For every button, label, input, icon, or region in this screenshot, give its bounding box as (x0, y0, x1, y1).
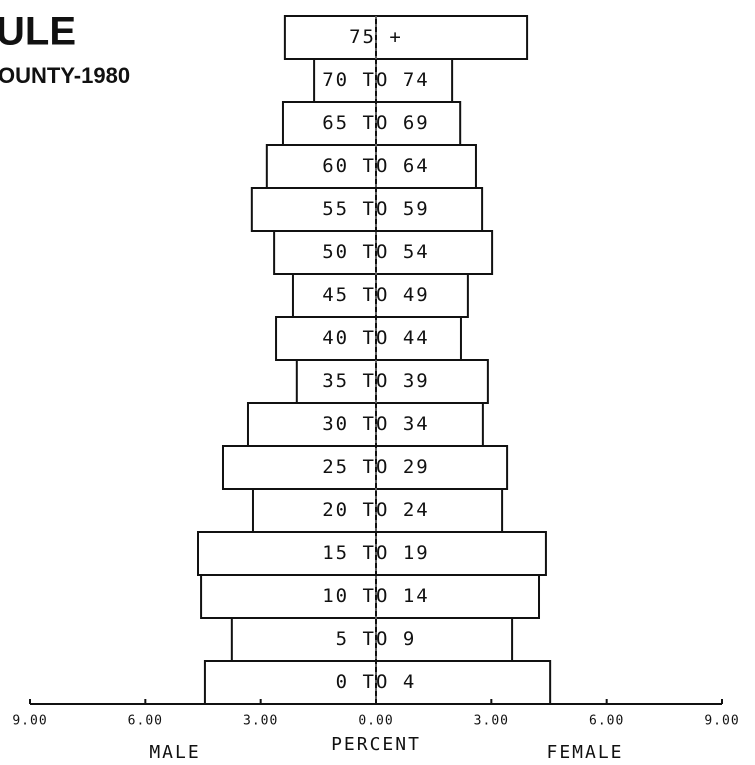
male-bar (246, 402, 377, 447)
x-tick-label: 9.00 (704, 714, 739, 729)
male-bar (265, 144, 377, 189)
female-label: FEMALE (546, 742, 623, 763)
female-bar (375, 574, 541, 619)
chart-subtitle: OUNTY-1980 (0, 63, 130, 88)
female-bar (375, 15, 529, 60)
category-label: 35 TO 39 (322, 370, 430, 392)
category-label: 65 TO 69 (322, 112, 430, 134)
category-label: 0 TO 4 (336, 671, 417, 693)
category-label: 20 TO 24 (322, 499, 430, 521)
male-bar (200, 574, 377, 619)
category-label: 45 TO 49 (322, 284, 430, 306)
male-bar (251, 488, 378, 533)
category-label: 5 TO 9 (336, 628, 417, 650)
x-tick-label: 6.00 (128, 714, 163, 729)
male-label: MALE (149, 742, 200, 763)
x-tick-label: 0.00 (358, 714, 393, 729)
male-bar (250, 187, 377, 232)
category-label: 60 TO 64 (322, 155, 430, 177)
male-bar (281, 101, 377, 146)
x-tick-label: 9.00 (12, 714, 47, 729)
female-bar (375, 488, 504, 533)
female-bar (375, 445, 509, 490)
female-bar (375, 660, 552, 705)
category-label: 70 TO 74 (322, 69, 430, 91)
category-label: 55 TO 59 (322, 198, 430, 220)
male-bar (203, 660, 377, 705)
category-label: 75 + (349, 26, 403, 48)
x-tick-label: 3.00 (474, 714, 509, 729)
female-bar (375, 617, 514, 662)
x-axis-label: PERCENT (331, 734, 421, 755)
category-label: 10 TO 14 (322, 585, 430, 607)
female-bar (375, 273, 469, 318)
category-label: 30 TO 34 (322, 413, 430, 435)
male-bar (275, 316, 377, 361)
female-bar (375, 101, 462, 146)
x-tick-label: 3.00 (243, 714, 278, 729)
male-bar (283, 15, 377, 60)
chart-title: ULE (0, 10, 76, 54)
x-tick-label: 6.00 (589, 714, 624, 729)
female-bar (375, 359, 489, 404)
category-label: 50 TO 54 (322, 241, 430, 263)
category-label: 15 TO 19 (322, 542, 430, 564)
male-bar (197, 531, 377, 576)
category-label: 25 TO 29 (322, 456, 430, 478)
male-bar (313, 58, 377, 103)
male-bar (291, 273, 377, 318)
category-label: 40 TO 44 (322, 327, 430, 349)
